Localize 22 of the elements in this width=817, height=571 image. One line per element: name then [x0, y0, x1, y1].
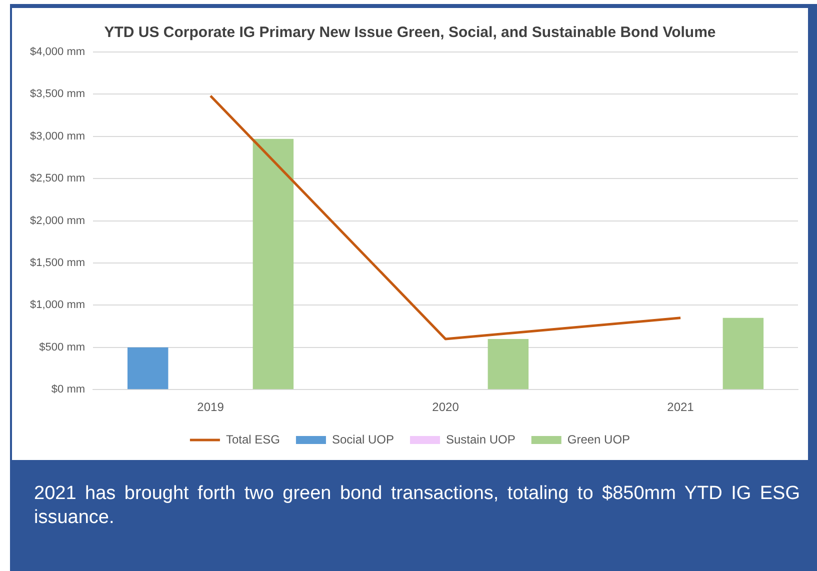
- y-tick-label: $500 mm: [39, 341, 86, 354]
- y-tick-label: $0 mm: [51, 384, 86, 396]
- y-tick-label: $1,000 mm: [30, 299, 86, 312]
- legend-label: Sustain UOP: [446, 432, 516, 446]
- y-tick-label: $2,000 mm: [30, 214, 86, 227]
- bar: [488, 338, 529, 390]
- y-tick-label: $1,500 mm: [30, 257, 86, 270]
- y-tick-label: $3,500 mm: [30, 88, 86, 100]
- bar: [127, 347, 168, 390]
- y-tick-label: $2,500 mm: [30, 172, 86, 185]
- text: 2021 has brought forth two green bond transactions, totaling to $850mm YTD IG ESG issuance.: [34, 482, 800, 530]
- bar: [722, 318, 764, 390]
- legend-label: Green UOP: [567, 432, 630, 446]
- chart-title: YTD US Corporate IG Primary New Issue Green, Social, and Sustainable Bond Volume: [104, 24, 716, 42]
- y-tick-label: $3,000 mm: [30, 130, 86, 142]
- x-tick-label: 2021: [667, 400, 694, 414]
- x-tick-label: 2020: [432, 400, 460, 414]
- x-tick-label: 2019: [197, 400, 224, 414]
- y-tick-label: $4,000 mm: [30, 46, 86, 58]
- legend-label: Total ESG: [226, 432, 280, 446]
- bar: [252, 138, 294, 390]
- legend-label: Social UOP: [332, 432, 394, 446]
